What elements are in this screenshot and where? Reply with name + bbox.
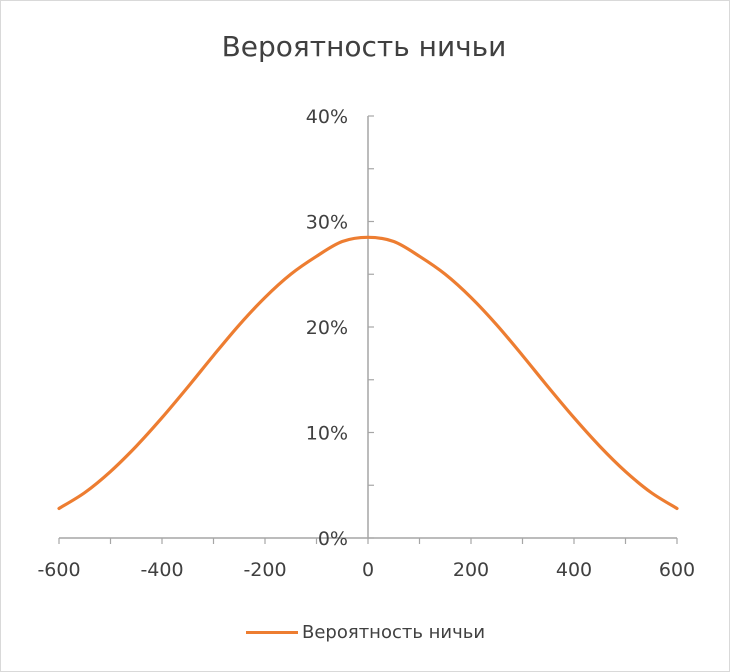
- y-tick-label: 30%: [306, 212, 348, 234]
- legend-swatch: [246, 630, 298, 634]
- legend-label: Вероятность ничьи: [302, 621, 486, 643]
- legend: Вероятность ничьи: [246, 620, 485, 644]
- x-tick-label: 400: [556, 559, 592, 581]
- series-line: [57, 235, 679, 511]
- chart-title: Вероятность ничьи: [221, 30, 507, 63]
- y-tick-label: 20%: [306, 317, 348, 339]
- x-tick-label: 200: [453, 559, 489, 581]
- x-tick-label: -600: [37, 559, 80, 581]
- x-tick-label: -400: [140, 559, 183, 581]
- x-tick-label: 0: [362, 559, 374, 581]
- x-tick-label: 600: [659, 559, 695, 581]
- y-tick-label: 10%: [306, 423, 348, 445]
- y-tick-label: 0%: [318, 528, 348, 550]
- y-tick-label: 40%: [306, 106, 348, 128]
- x-tick-label: -200: [243, 559, 286, 581]
